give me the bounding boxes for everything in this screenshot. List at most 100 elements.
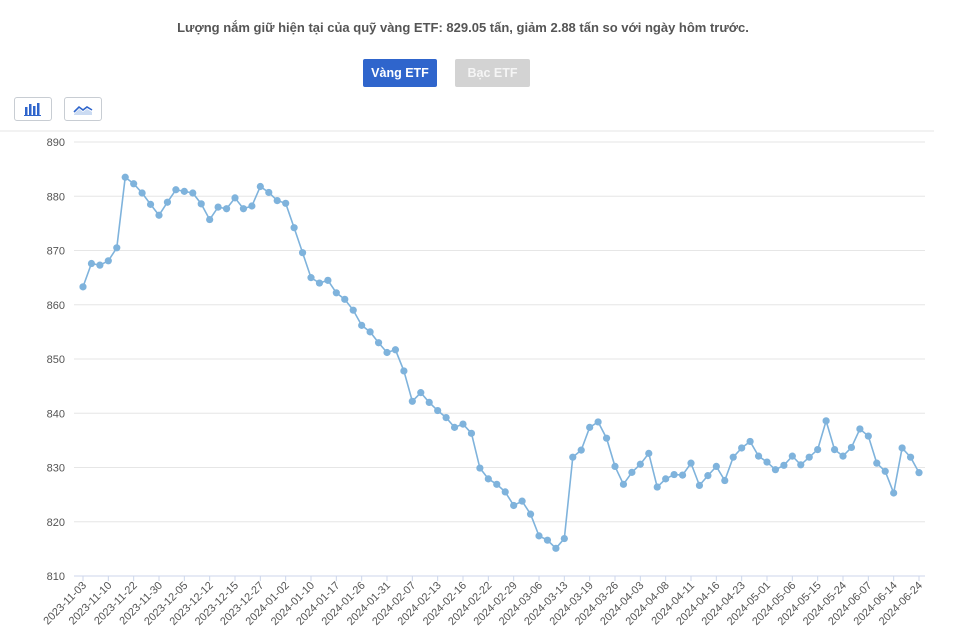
data-point[interactable] [906,453,915,461]
data-point[interactable] [358,321,366,329]
data-point[interactable] [273,196,281,205]
data-point[interactable] [780,461,788,469]
data-point[interactable] [856,425,864,433]
data-point[interactable] [881,467,889,475]
data-point[interactable] [155,211,163,219]
data-point[interactable] [400,367,408,375]
data-point[interactable] [763,458,771,466]
data-point[interactable] [467,429,476,437]
data-point[interactable] [645,449,653,457]
data-point[interactable] [341,295,349,303]
data-point[interactable] [298,249,307,257]
data-point[interactable] [611,462,619,471]
data-point[interactable] [130,180,138,188]
data-point[interactable] [510,501,518,510]
data-point[interactable] [890,489,898,497]
data-point[interactable] [518,497,526,505]
data-point[interactable] [915,469,923,477]
data-point[interactable] [307,274,315,282]
data-point[interactable] [197,200,205,208]
data-point[interactable] [662,475,670,483]
line-chart-button[interactable] [64,97,102,121]
data-point[interactable] [704,472,712,480]
data-point[interactable] [535,532,543,540]
data-point[interactable] [265,188,273,197]
data-point[interactable] [104,257,112,265]
data-point[interactable] [729,453,737,461]
data-point[interactable] [543,536,552,544]
data-point[interactable] [290,224,298,232]
data-point[interactable] [526,510,535,518]
data-point[interactable] [847,443,856,452]
data-point[interactable] [501,488,509,496]
data-point[interactable] [425,398,433,406]
data-point[interactable] [256,182,264,191]
data-point[interactable] [96,261,104,269]
data-point[interactable] [79,283,87,291]
data-point[interactable] [636,460,644,468]
data-point[interactable] [459,420,467,428]
data-point[interactable] [417,389,425,397]
data-point[interactable] [797,461,805,469]
data-point[interactable] [746,437,754,446]
data-point[interactable] [560,534,568,543]
data-point[interactable] [434,406,442,415]
data-point[interactable] [87,259,96,268]
data-point[interactable] [830,446,839,454]
data-point[interactable] [788,452,796,460]
data-point[interactable] [222,205,231,213]
data-point[interactable] [678,471,687,479]
data-point[interactable] [653,483,661,491]
data-point[interactable] [670,470,678,479]
data-point[interactable] [586,423,594,431]
data-point[interactable] [721,476,729,485]
data-point[interactable] [383,348,391,357]
data-point[interactable] [577,446,585,454]
data-point[interactable] [552,544,560,552]
data-point[interactable] [146,200,155,208]
data-point[interactable] [594,418,602,426]
data-point[interactable] [873,459,881,467]
data-point[interactable] [476,464,484,472]
data-point[interactable] [619,480,628,488]
data-point[interactable] [214,203,222,211]
data-point[interactable] [771,466,780,474]
bar-chart-button[interactable] [14,97,52,121]
tab-silver-etf[interactable]: Bạc ETF [455,59,530,87]
data-point[interactable] [189,189,197,197]
tab-gold-etf[interactable]: Vàng ETF [363,59,437,87]
data-point[interactable] [163,198,172,206]
data-point[interactable] [121,173,129,181]
data-point[interactable] [315,279,324,287]
data-point[interactable] [712,462,720,471]
data-point[interactable] [839,452,847,460]
data-point[interactable] [569,453,577,461]
data-point[interactable] [324,276,332,284]
data-point[interactable] [738,444,746,452]
data-point[interactable] [366,328,374,336]
data-point[interactable] [687,459,695,467]
data-point[interactable] [805,453,813,461]
data-point[interactable] [864,432,872,440]
data-point[interactable] [450,423,459,431]
data-point[interactable] [408,397,416,405]
data-point[interactable] [814,446,822,454]
data-point[interactable] [822,417,830,425]
data-point[interactable] [349,306,357,314]
data-point[interactable] [602,434,611,442]
data-point[interactable] [493,480,501,488]
data-point[interactable] [442,413,450,422]
data-point[interactable] [231,194,239,202]
data-point[interactable] [332,289,340,297]
data-point[interactable] [282,199,290,207]
data-point[interactable] [206,215,214,224]
data-point[interactable] [898,444,906,452]
data-point[interactable] [754,452,763,460]
data-point[interactable] [180,187,188,195]
data-point[interactable] [113,244,121,252]
data-point[interactable] [484,475,492,483]
data-point[interactable] [172,186,180,194]
data-point[interactable] [628,468,636,476]
data-point[interactable] [374,339,383,347]
data-point[interactable] [239,205,248,213]
